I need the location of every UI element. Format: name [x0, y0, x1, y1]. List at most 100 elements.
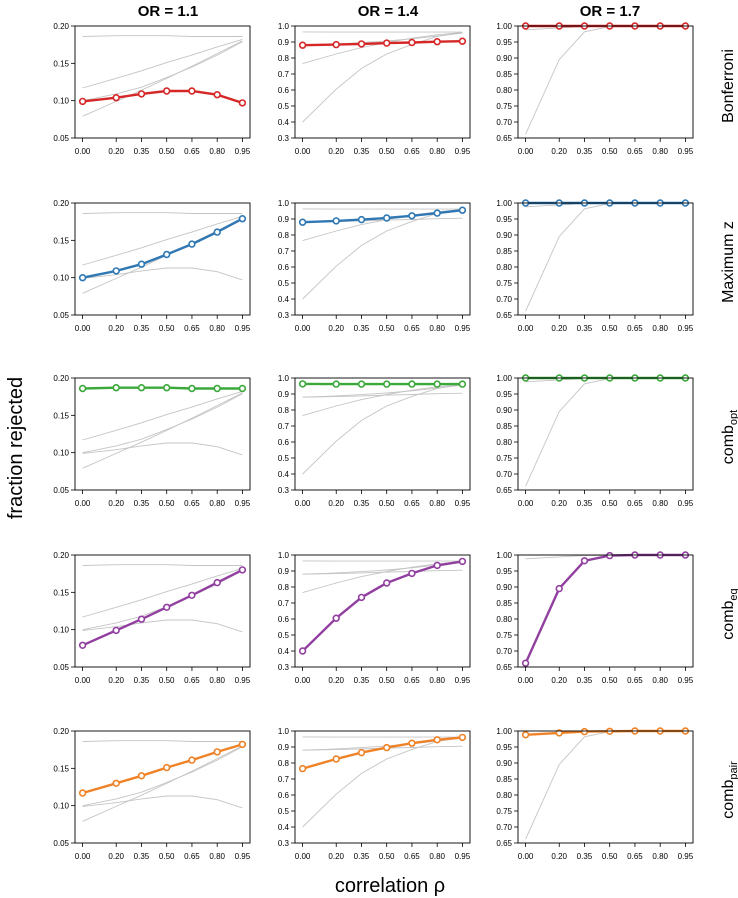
- panel-maximum-z-or-1-4-x-tick-label-2: 0.35: [354, 324, 370, 333]
- panel-comb-eq-or-1-4-x-tick-label-5: 0.80: [429, 676, 445, 685]
- panel-comb-pair-or-1-4-y-tick-label-4: 0.7: [278, 775, 290, 784]
- panel-comb-eq-or-1-7-point-2: [580, 557, 589, 565]
- panel-maximum-z-or-1-7-x-tick-label-2: 0.35: [577, 324, 593, 333]
- panel-comb-opt-or-1-1-point-5: [213, 384, 221, 393]
- panel-bonferroni-or-1-7-frame: [517, 25, 694, 139]
- panel-comb-eq-or-1-1-y-tick-label-3: 0.20: [53, 551, 69, 560]
- panel-bonferroni-or-1-4-x-tick-label-0: 0.00: [295, 147, 311, 156]
- panel-comb-eq-or-1-1-frame: [74, 554, 251, 668]
- panel-comb-opt-or-1-1-y-tick-label-1: 0.10: [53, 449, 69, 458]
- panel-bonferroni-or-1-4-x-tick-label-3: 0.50: [379, 147, 395, 156]
- panel-maximum-z-or-1-4-x-tick-label-0: 0.00: [295, 324, 311, 333]
- column-title-or-1-4: OR = 1.4: [358, 3, 419, 20]
- panel-maximum-z-or-1-4-y-tick-label-6: 0.9: [278, 215, 290, 224]
- panel-bonferroni-or-1-7-x-tick-label-5: 0.80: [652, 147, 668, 156]
- panel-comb-opt-or-1-4-point-4: [408, 380, 416, 388]
- panel-comb-opt-or-1-1-point-0: [78, 384, 87, 393]
- panel-maximum-z-or-1-1-y-tick-label-1: 0.10: [53, 274, 69, 283]
- panel-comb-pair-or-1-4-point-5: [433, 736, 441, 744]
- panel-maximum-z-or-1-1-x-tick-label-5: 0.80: [209, 324, 225, 333]
- panel-maximum-z-or-1-1-point-6: [238, 215, 247, 223]
- panel-comb-opt-or-1-1-bg-line-bonferroni: [82, 442, 243, 456]
- panel-comb-pair-or-1-1-x-tick-label-6: 0.95: [235, 852, 251, 861]
- panel-comb-opt-or-1-7-x-tick-label-2: 0.35: [577, 499, 593, 508]
- panel-comb-eq-or-1-4-point-4: [408, 569, 416, 578]
- panel-comb-opt-or-1-1-x-tick-label-3: 0.50: [159, 499, 175, 508]
- panel-comb-pair-or-1-4-x-tick-label-1: 0.20: [328, 852, 344, 861]
- panel-maximum-z-or-1-4-x-tick-label-1: 0.20: [328, 324, 344, 333]
- panel-comb-eq-or-1-1-y-tick-label-2: 0.15: [53, 588, 69, 597]
- panel-comb-pair-or-1-7: 0.65 0.70 0.75 0.80 0.85 0.90 0.95 1.00 0.00 0.20…: [496, 727, 693, 861]
- panel-comb-pair-or-1-7-x-tick-label-4: 0.65: [627, 852, 643, 861]
- panel-comb-opt-or-1-1-point-3: [163, 384, 171, 392]
- panel-comb-opt-or-1-7-x-tick-label-4: 0.65: [627, 499, 643, 508]
- panel-bonferroni-or-1-1-point-3: [163, 87, 171, 95]
- panel-comb-eq-or-1-7-y-tick-label-2: 0.75: [496, 631, 512, 640]
- panel-maximum-z-or-1-7-x-tick-label-3: 0.50: [602, 324, 618, 333]
- panel-comb-opt-or-1-4-y-tick-label-5: 0.8: [278, 406, 290, 415]
- panel-maximum-z-or-1-1-point-4: [188, 240, 196, 248]
- panel-bonferroni-or-1-4-x-tick-label-6: 0.95: [455, 147, 471, 156]
- panel-comb-opt-or-1-4-x-tick-label-4: 0.65: [404, 499, 420, 508]
- panel-bonferroni-or-1-7-x-tick-label-6: 0.95: [678, 147, 694, 156]
- panel-bonferroni-or-1-1-x-tick-label-2: 0.35: [134, 147, 150, 156]
- panel-maximum-z-or-1-4-point-1: [332, 217, 340, 225]
- panel-bonferroni-or-1-4-y-tick-label-0: 0.3: [278, 134, 290, 143]
- panel-bonferroni-or-1-1: 0.05 0.10 0.15 0.20 0.00 0.20 0.35 0.50 0.65 0.80…: [53, 22, 250, 156]
- panel-comb-opt-or-1-4-y-tick-label-1: 0.4: [278, 470, 290, 479]
- panel-comb-eq-or-1-7-x-tick-label-1: 0.20: [551, 676, 567, 685]
- panel-comb-pair-or-1-7-x-tick-label-2: 0.35: [577, 852, 593, 861]
- panel-comb-opt-or-1-1-x-tick-label-4: 0.65: [184, 499, 200, 508]
- panel-comb-pair-or-1-7-y-tick-label-2: 0.75: [496, 807, 512, 816]
- panel-bonferroni-or-1-4-x-tick-label-1: 0.20: [328, 147, 344, 156]
- panel-maximum-z-or-1-1-y-tick-label-0: 0.05: [53, 311, 69, 320]
- panel-maximum-z-or-1-1-bg-line-bonferroni: [82, 267, 243, 281]
- panel-comb-opt-or-1-4-x-tick-label-3: 0.50: [379, 499, 395, 508]
- panel-comb-pair-or-1-4-point-3: [383, 743, 391, 752]
- panel-maximum-z-or-1-7-y-tick-label-5: 0.90: [496, 231, 512, 240]
- panel-comb-eq-or-1-4-x-tick-label-2: 0.35: [354, 676, 370, 685]
- panel-comb-pair-or-1-1: 0.05 0.10 0.15 0.20 0.00 0.20 0.35 0.50 0.65 0.80…: [53, 727, 250, 861]
- panel-bonferroni-or-1-4-point-5: [433, 37, 441, 46]
- panel-maximum-z-or-1-1-bg-line-comb-opt: [82, 212, 243, 214]
- panel-comb-pair-or-1-4-point-0: [298, 764, 307, 773]
- panel-comb-eq-or-1-1-point-2: [137, 615, 146, 623]
- panel-comb-pair-or-1-7-y-tick-label-4: 0.85: [496, 775, 512, 784]
- panel-bonferroni-or-1-7-y-tick-label-6: 0.95: [496, 38, 512, 47]
- panel-bonferroni-or-1-7-x-tick-label-4: 0.65: [627, 147, 643, 156]
- panel-bonferroni-or-1-4-y-tick-label-7: 1.0: [278, 22, 290, 31]
- panel-comb-pair-or-1-7-x-tick-label-5: 0.80: [652, 852, 668, 861]
- panel-comb-pair-or-1-7-x-tick-label-3: 0.50: [602, 852, 618, 861]
- panel-comb-opt-or-1-7: 0.65 0.70 0.75 0.80 0.85 0.90 0.95 1.00 0.00 0.20…: [496, 374, 693, 508]
- y-axis-title: fraction rejected: [5, 377, 27, 519]
- panel-comb-eq-or-1-4-x-tick-label-1: 0.20: [328, 676, 344, 685]
- panel-comb-opt-or-1-7-frame: [517, 377, 694, 491]
- panel-comb-eq-or-1-1-point-6: [238, 566, 247, 574]
- panel-comb-eq-or-1-1-y-tick-label-0: 0.05: [53, 663, 69, 672]
- panel-maximum-z-or-1-4-y-tick-label-2: 0.5: [278, 279, 290, 288]
- panel-comb-pair-or-1-7-y-tick-label-1: 0.70: [496, 823, 512, 832]
- panel-comb-opt-or-1-1-point-2: [137, 384, 146, 392]
- panel-comb-pair-or-1-1-bg-line-comb-eq: [82, 745, 243, 822]
- panel-comb-opt-or-1-1-y-tick-label-2: 0.15: [53, 411, 69, 420]
- panel-comb-opt-or-1-1-point-6: [238, 384, 247, 393]
- panel-bonferroni-or-1-1-bg-line-comb-opt: [82, 35, 243, 37]
- panel-comb-pair-or-1-7-y-tick-label-6: 0.95: [496, 743, 512, 752]
- panel-bonferroni-or-1-1-point-2: [137, 90, 146, 98]
- panel-maximum-z-or-1-4-bg-line-comb-eq: [302, 208, 463, 300]
- panel-comb-eq-or-1-4-x-tick-label-6: 0.95: [455, 676, 471, 685]
- panel-bonferroni-or-1-7-y-tick-label-7: 1.00: [496, 22, 512, 31]
- panel-comb-opt-or-1-1-bg-line-maximum-z: [82, 393, 243, 454]
- panel-bonferroni-or-1-4-frame: [294, 25, 471, 139]
- panel-comb-opt-or-1-4-point-5: [433, 380, 441, 388]
- panel-maximum-z-or-1-7-y-tick-label-4: 0.85: [496, 247, 512, 256]
- panel-comb-eq-or-1-7-series-line: [524, 553, 686, 664]
- panel-comb-pair-or-1-4-x-tick-label-0: 0.00: [295, 852, 311, 861]
- panel-bonferroni-or-1-7: 0.65 0.70 0.75 0.80 0.85 0.90 0.95 1.00 0.00 0.20…: [496, 22, 693, 156]
- panel-comb-pair-or-1-1-x-tick-label-1: 0.20: [108, 852, 124, 861]
- panel-comb-eq-or-1-4-frame: [294, 554, 471, 668]
- panel-maximum-z-or-1-1: 0.05 0.10 0.15 0.20 0.00 0.20 0.35 0.50 0.65 0.80…: [53, 199, 250, 333]
- panel-comb-eq-or-1-4-point-3: [383, 579, 391, 587]
- panel-comb-eq-or-1-7-y-tick-label-3: 0.80: [496, 615, 512, 624]
- panel-comb-eq-or-1-7-y-tick-label-7: 1.00: [496, 551, 512, 560]
